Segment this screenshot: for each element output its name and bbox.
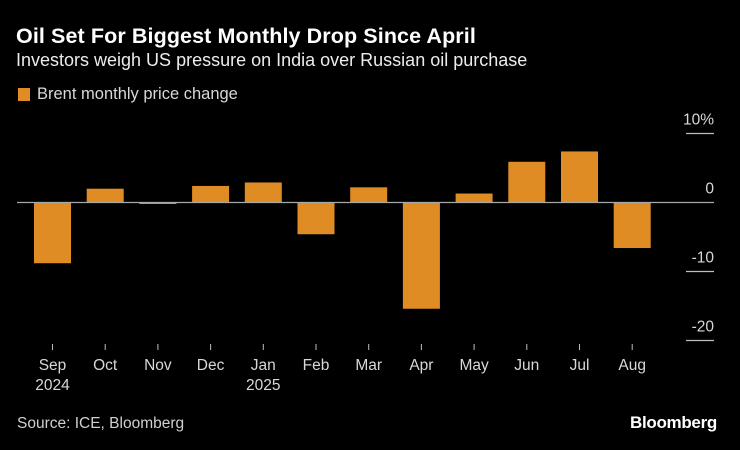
bar-dec [192, 185, 230, 203]
x-year-label: 2024 [35, 377, 70, 394]
legend-swatch [18, 88, 30, 101]
x-tick-label: Dec [197, 357, 225, 374]
bar-oct [86, 188, 124, 203]
chart-subtitle: Investors weigh US pressure on India ove… [16, 50, 528, 70]
y-tick-label: -20 [692, 319, 715, 336]
x-tick-label: Mar [355, 357, 382, 374]
bar-nov [139, 202, 177, 204]
chart-title: Oil Set For Biggest Monthly Drop Since A… [16, 24, 476, 48]
bar-apr [402, 202, 440, 309]
x-tick-label: Feb [303, 357, 330, 374]
x-tick-label: Apr [409, 357, 433, 374]
source-note: Source: ICE, Bloomberg [17, 415, 185, 432]
x-year-label: 2025 [246, 377, 280, 394]
bar-mar [350, 187, 388, 203]
x-tick-label: Nov [144, 357, 172, 374]
y-tick-label: -10 [692, 250, 715, 267]
bar-jul [561, 151, 598, 203]
x-tick-label: May [459, 357, 489, 374]
x-tick-label: Oct [93, 357, 118, 374]
legend-label: Brent monthly price change [37, 85, 238, 103]
x-tick-label: Sep [39, 357, 67, 374]
bar-sep [34, 202, 71, 264]
y-tick-label: 10% [683, 112, 714, 129]
legend: Brent monthly price change [18, 85, 238, 104]
bar-may [455, 193, 493, 203]
bar-jan [244, 182, 282, 203]
bar-jun [508, 161, 546, 203]
x-tick-label: Jun [514, 357, 539, 374]
x-tick-label: Aug [618, 357, 646, 374]
bloomberg-logo: Bloomberg [629, 413, 717, 432]
x-tick-label: Jan [251, 357, 276, 374]
bar-feb [297, 202, 335, 235]
y-tick-label: 0 [705, 181, 714, 198]
bar-aug [613, 202, 651, 249]
x-tick-label: Jul [570, 357, 590, 374]
